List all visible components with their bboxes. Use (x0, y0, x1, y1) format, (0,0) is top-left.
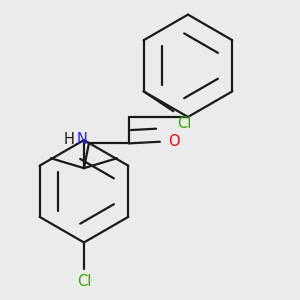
Text: O: O (168, 134, 180, 149)
Text: H: H (63, 132, 74, 147)
Text: N: N (76, 132, 87, 147)
Text: Cl: Cl (77, 274, 91, 289)
Text: Cl: Cl (177, 116, 191, 131)
